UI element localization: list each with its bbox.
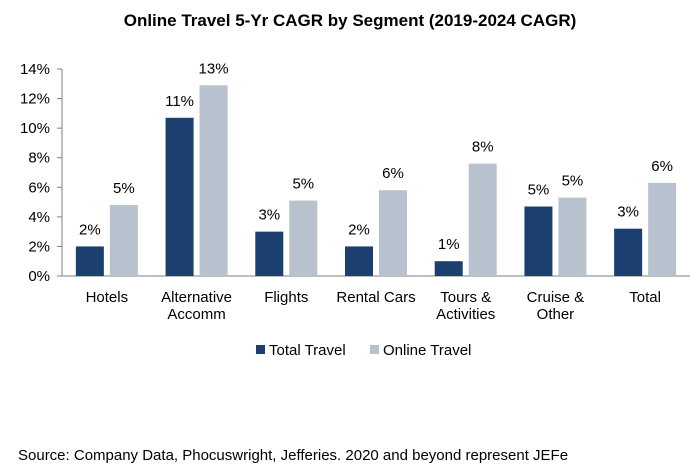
y-tick-label: 6%: [28, 179, 50, 196]
legend-label: Total Travel: [269, 342, 346, 359]
bar-online-travel: [289, 200, 318, 276]
legend: Total Travel Online Travel: [256, 342, 471, 359]
bar-online-travel: [379, 190, 407, 276]
bar-total-travel: [75, 246, 104, 276]
x-tick-label: Hotels: [86, 289, 129, 306]
legend-swatch: [256, 345, 265, 354]
bar-online-travel: [468, 163, 497, 276]
bar-total-travel: [434, 261, 463, 276]
x-axis: Hotels Alternative Accomm Flights Rental Car…: [62, 275, 690, 323]
x-tick-label: Flights: [264, 289, 308, 306]
y-tick-label: 4%: [28, 209, 50, 226]
y-axis: 0% 2% 4% 6% 8% 10% 12% 14%: [20, 61, 63, 285]
chart: Online Travel 5-Yr CAGR by Segment (2019…: [20, 11, 690, 359]
bar-online-travel: [109, 205, 138, 276]
data-label: 6%: [382, 165, 404, 182]
data-label: 3%: [258, 207, 280, 224]
data-label: 5%: [292, 176, 314, 193]
bar-total-travel: [614, 228, 643, 276]
bars: [75, 85, 677, 277]
data-label: 2%: [348, 221, 370, 238]
y-tick-label: 0%: [28, 268, 50, 285]
y-tick-label: 12%: [20, 91, 50, 108]
bar-total-travel: [524, 206, 553, 276]
chart-title: Online Travel 5-Yr CAGR by Segment (2019…: [124, 11, 577, 30]
source-note: Source: Company Data, Phocuswright, Jeff…: [18, 447, 569, 464]
y-tick-label: 8%: [28, 150, 50, 167]
legend-label: Online Travel: [383, 342, 471, 359]
data-label: 11%: [165, 93, 194, 110]
x-tick-label: Total: [629, 289, 661, 306]
legend-swatch: [370, 345, 379, 354]
data-label: 8%: [472, 139, 494, 156]
data-label: 6%: [651, 158, 673, 175]
data-label: 13%: [199, 60, 229, 77]
x-tick-label: Cruise & Other: [527, 289, 585, 323]
data-labels: 2% 5% 11% 13% 3% 5% 2% 6% 1% 8% 5% 5% 3% 6%: [79, 60, 673, 253]
data-label: 1%: [438, 236, 460, 253]
bar-online-travel: [199, 85, 228, 276]
data-label: 3%: [617, 204, 639, 221]
bar-online-travel: [648, 182, 677, 276]
legend-item-online-travel: Online Travel: [370, 342, 471, 359]
y-tick-label: 14%: [20, 61, 50, 78]
legend-item-total-travel: Total Travel: [256, 342, 346, 359]
x-tick-label: Alternative Accomm: [161, 289, 232, 323]
y-tick-label: 2%: [28, 238, 50, 255]
bar-online-travel: [558, 197, 587, 276]
x-tick-label: Tours & Activities: [436, 289, 495, 323]
data-label: 2%: [79, 221, 101, 238]
bar-total-travel: [165, 117, 194, 277]
x-tick-label: Rental Cars: [336, 289, 415, 306]
bar-total-travel: [345, 246, 373, 276]
bar-total-travel: [255, 231, 284, 276]
data-label: 5%: [113, 180, 135, 197]
data-label: 5%: [528, 182, 550, 199]
data-label: 5%: [562, 173, 584, 190]
y-tick-label: 10%: [20, 120, 50, 137]
